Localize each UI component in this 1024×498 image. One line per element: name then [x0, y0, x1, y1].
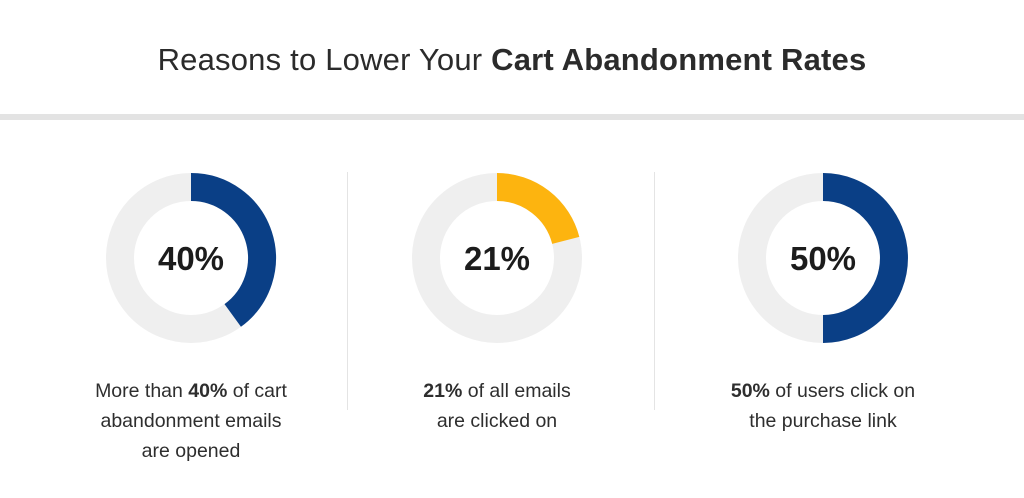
donut-chart-clicked: 21% [412, 173, 582, 343]
stat-caption: 21% of all emails are clicked on [377, 376, 617, 436]
caption-prefix: More than [95, 380, 189, 402]
stat-caption: 50% of users click on the purchase link [703, 376, 943, 436]
donut-chart-opened: 40% [106, 173, 276, 343]
donut-arc-21 [496, 173, 580, 245]
column-divider-2 [654, 172, 655, 410]
caption-line1: of cart [227, 380, 287, 402]
page-title: Reasons to Lower Your Cart Abandonment R… [0, 42, 1024, 78]
donut-label: 50% [790, 240, 856, 277]
donut-arc-40 [190, 173, 276, 327]
title-lead: Reasons to Lower Your [157, 42, 492, 77]
caption-line2: are clicked on [436, 410, 558, 432]
donut-chart-purchase: 50% [738, 173, 908, 343]
title-divider [0, 114, 1024, 120]
caption-line1: of all emails [462, 380, 571, 402]
stat-panel-opened: 40% More than 40% of cart abandonment em… [71, 168, 311, 466]
caption-line2: abandonment emails [100, 410, 282, 432]
caption-line3: are opened [141, 440, 241, 462]
caption-highlight: 21% [423, 380, 463, 402]
donut-arc-50 [822, 173, 908, 343]
column-divider-1 [347, 172, 348, 410]
title-emphasis: Cart Abandonment Rates [491, 42, 867, 77]
stat-caption: More than 40% of cart abandonment emails… [71, 376, 311, 466]
stat-panel-purchase: 50% 50% of users click on the purchase l… [703, 168, 943, 436]
caption-highlight: 40% [188, 380, 228, 402]
stat-panel-clicked: 21% 21% of all emails are clicked on [377, 168, 617, 436]
donut-label: 21% [464, 240, 530, 277]
caption-line1: of users click on [769, 380, 916, 402]
caption-highlight: 50% [730, 380, 770, 402]
caption-line2: the purchase link [749, 410, 897, 432]
donut-label: 40% [158, 240, 224, 277]
